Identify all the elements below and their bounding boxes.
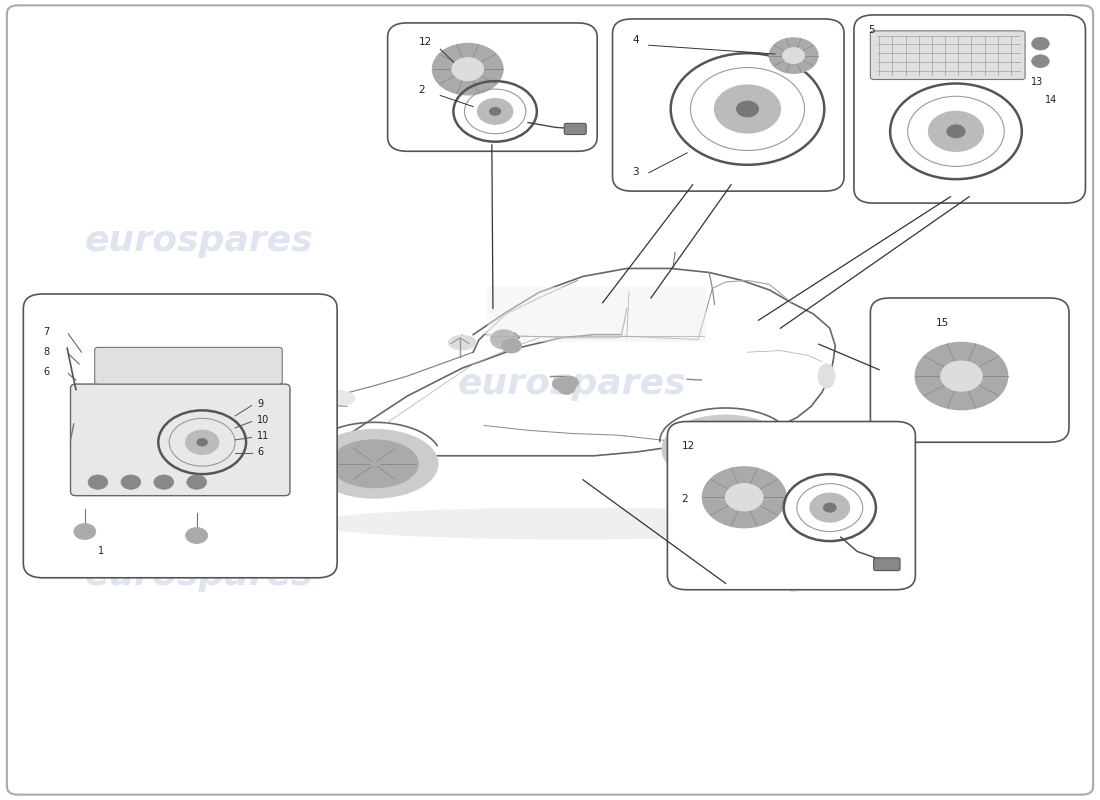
Text: 5: 5 (868, 26, 875, 35)
Text: 10: 10 (257, 415, 270, 425)
Circle shape (88, 475, 108, 490)
Text: 6: 6 (43, 367, 50, 377)
Text: eurospares: eurospares (678, 558, 905, 592)
Ellipse shape (311, 430, 438, 498)
FancyBboxPatch shape (387, 23, 597, 151)
Circle shape (186, 430, 219, 454)
Ellipse shape (662, 415, 789, 483)
Ellipse shape (818, 364, 835, 388)
Circle shape (490, 107, 502, 116)
FancyBboxPatch shape (873, 558, 900, 570)
Text: 6: 6 (257, 447, 263, 457)
Circle shape (154, 475, 174, 490)
Text: 12: 12 (418, 38, 431, 47)
Text: 11: 11 (257, 431, 270, 441)
Text: 4: 4 (632, 35, 639, 45)
FancyBboxPatch shape (23, 294, 337, 578)
Ellipse shape (297, 422, 328, 461)
Text: 9: 9 (257, 399, 263, 409)
Text: eurospares: eurospares (85, 558, 313, 592)
FancyBboxPatch shape (564, 123, 586, 134)
Circle shape (186, 527, 208, 543)
Circle shape (810, 494, 849, 522)
Text: 15: 15 (936, 318, 949, 328)
Circle shape (452, 58, 484, 81)
Circle shape (915, 342, 1008, 410)
Text: 14: 14 (1045, 94, 1057, 105)
Text: 2: 2 (682, 494, 689, 504)
FancyBboxPatch shape (870, 298, 1069, 442)
Polygon shape (502, 333, 519, 342)
FancyBboxPatch shape (7, 6, 1093, 794)
Text: 13: 13 (1031, 77, 1043, 87)
Circle shape (1032, 38, 1049, 50)
FancyBboxPatch shape (70, 384, 290, 496)
Ellipse shape (302, 390, 354, 407)
Text: 7: 7 (43, 327, 50, 338)
Circle shape (477, 98, 513, 124)
Circle shape (197, 438, 208, 446)
Circle shape (558, 382, 575, 394)
Circle shape (561, 376, 579, 389)
Circle shape (121, 475, 141, 490)
Circle shape (502, 338, 521, 353)
FancyBboxPatch shape (487, 286, 706, 342)
FancyBboxPatch shape (854, 15, 1086, 203)
FancyBboxPatch shape (668, 422, 915, 590)
Ellipse shape (682, 426, 769, 474)
Circle shape (940, 361, 982, 391)
Circle shape (74, 523, 96, 539)
Text: 8: 8 (43, 347, 50, 357)
Ellipse shape (331, 440, 418, 488)
Text: 1: 1 (98, 546, 104, 557)
Text: 12: 12 (682, 442, 695, 451)
Text: 2: 2 (418, 85, 425, 95)
Circle shape (928, 111, 983, 151)
Circle shape (1032, 55, 1049, 67)
Ellipse shape (309, 508, 835, 539)
FancyBboxPatch shape (95, 347, 283, 384)
Text: eurospares: eurospares (85, 223, 313, 258)
Circle shape (823, 502, 837, 513)
Circle shape (736, 101, 759, 118)
Circle shape (703, 467, 785, 527)
FancyBboxPatch shape (613, 19, 844, 191)
Circle shape (432, 44, 503, 94)
Text: eurospares: eurospares (458, 367, 686, 401)
Circle shape (491, 330, 517, 349)
Text: 3: 3 (632, 167, 639, 177)
FancyBboxPatch shape (870, 31, 1025, 79)
Circle shape (187, 475, 207, 490)
Ellipse shape (449, 335, 476, 350)
Circle shape (715, 85, 780, 133)
Circle shape (552, 378, 570, 390)
Circle shape (725, 484, 763, 511)
Circle shape (783, 48, 804, 63)
Circle shape (946, 124, 966, 138)
Circle shape (769, 38, 817, 73)
